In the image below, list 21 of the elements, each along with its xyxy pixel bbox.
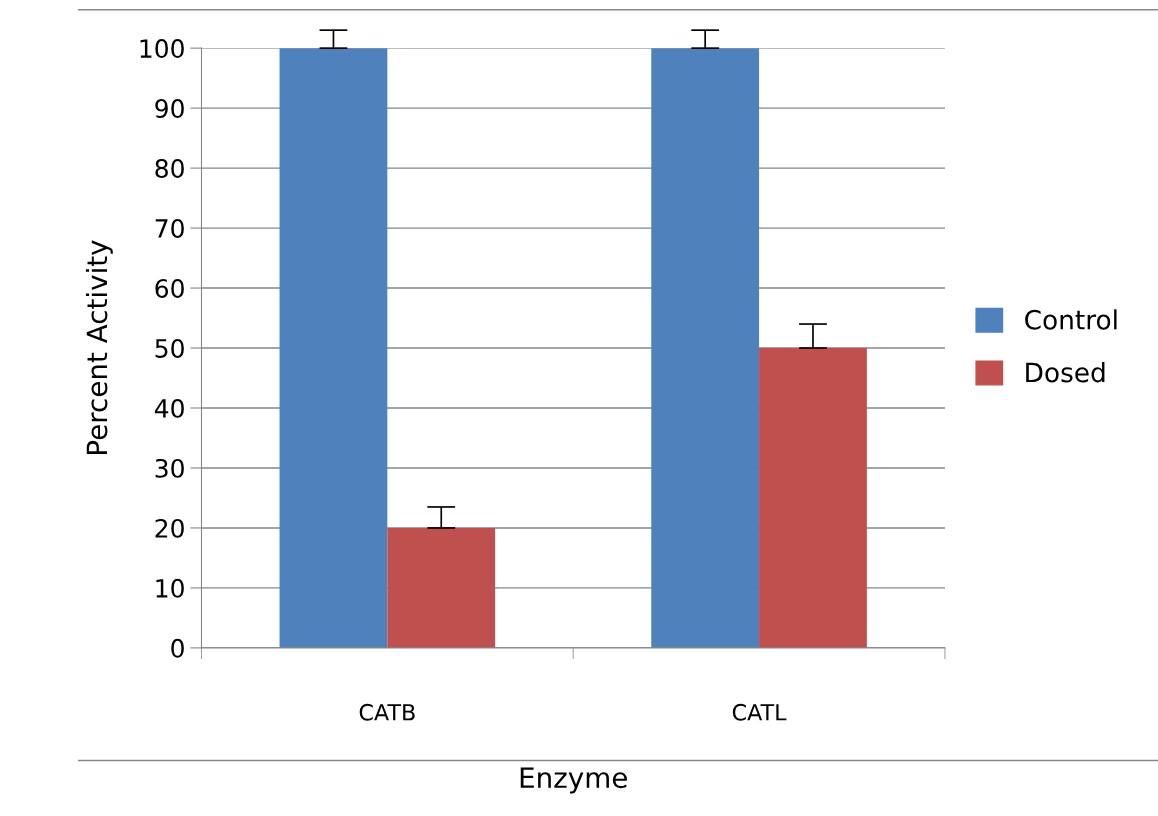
y-tick-label: 0 <box>171 638 184 658</box>
y-tick-label: 20 <box>155 518 184 538</box>
legend-label: Control <box>1025 309 1117 330</box>
y-tick-label: 10 <box>156 578 184 598</box>
bar <box>759 348 867 648</box>
y-tick-label: 30 <box>155 458 184 478</box>
x-tick-label: CATL <box>732 703 787 721</box>
x-axis-title: Enzyme <box>520 767 627 794</box>
y-tick-label: 40 <box>154 398 184 418</box>
y-tick-label: 60 <box>155 278 184 298</box>
y-axis-title: Percent Activity <box>85 240 113 454</box>
bar <box>279 48 388 648</box>
bar <box>651 48 760 648</box>
legend-label: Dosed <box>1026 362 1105 383</box>
y-tick-label: 100 <box>140 39 184 58</box>
y-tick-label: 80 <box>155 159 184 178</box>
bar <box>387 527 496 648</box>
y-tick-label: 90 <box>155 99 184 118</box>
y-tick-label: 50 <box>155 338 184 358</box>
y-tick-label: 70 <box>155 219 184 238</box>
x-tick-label: CATB <box>359 703 415 721</box>
